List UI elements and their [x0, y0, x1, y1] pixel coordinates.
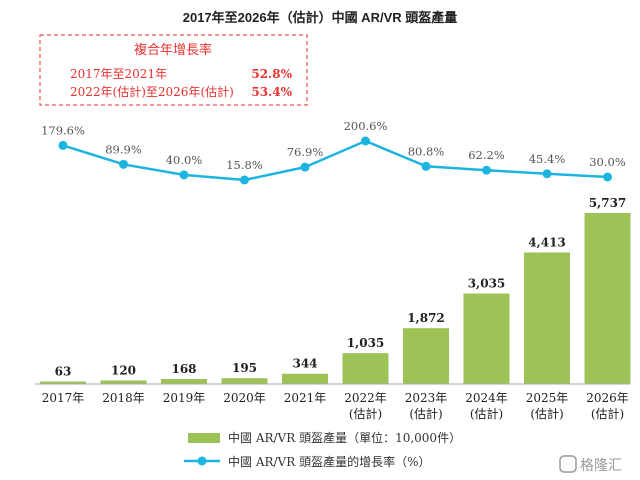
cagr-row-1-value: 52.8% — [251, 67, 292, 81]
x-tick-label-9: 2025年 — [526, 391, 569, 405]
legend-bar-label: 中國 AR/VR 頭盔產量（單位：10,000件） — [228, 430, 461, 445]
bar-value-label-2: 120 — [111, 363, 136, 377]
x-tick-label-10: 2026年 — [586, 391, 629, 405]
x-tick-label-5: 2021年 — [284, 391, 327, 405]
x-tick-label-6: 2022年 — [344, 391, 387, 405]
growth-rate-point-9 — [542, 169, 552, 179]
bar-value-label-7: 1,872 — [407, 311, 445, 325]
bar-value-label-1: 63 — [55, 365, 72, 379]
x-tick-label-4: 2020年 — [223, 391, 266, 405]
bar-value-label-5: 344 — [292, 357, 317, 371]
growth-rate-label-3: 40.0% — [166, 153, 203, 167]
cagr-title: 複合年增長率 — [134, 42, 212, 58]
watermark-text: 格隆汇 — [580, 457, 622, 473]
x-tick-label-3: 2019年 — [163, 391, 206, 405]
bar-value-label-6: 1,035 — [347, 336, 385, 350]
growth-rate-label-2: 89.9% — [105, 142, 142, 156]
chart-title: 2017年至2026年（估計）中國 AR/VR 頭盔產量 — [183, 10, 458, 25]
growth-rate-label-1: 179.6% — [41, 123, 85, 137]
bar-4 — [221, 378, 268, 384]
x-tick-label-1: 2017年 — [42, 391, 85, 405]
bar-5 — [282, 373, 328, 384]
cagr-row-2-value: 53.4% — [251, 85, 292, 99]
watermark: 格隆汇 — [559, 455, 622, 473]
legend-line-marker — [197, 456, 207, 466]
bar-2 — [100, 380, 147, 384]
growth-rate-point-10 — [603, 172, 612, 182]
x-tick-label-8: 2024年 — [465, 391, 508, 405]
production-series: 63 120 168 195 344 1,035 1,872 3,035 4,413 5,737 — [40, 196, 631, 384]
bar-8 — [463, 293, 510, 384]
growth-rate-label-10: 30.0% — [589, 155, 626, 169]
bar-value-label-9: 4,413 — [528, 235, 566, 249]
cagr-row-2-label: 2022年(估計)至2026年(估計) — [70, 84, 234, 99]
legend: 中國 AR/VR 頭盔產量（單位：10,000件） 中國 AR/VR 頭盔產量的… — [184, 430, 461, 469]
growth-rate-point-6 — [361, 136, 370, 146]
growth-rate-point-3 — [179, 170, 189, 180]
bar-10 — [584, 213, 631, 384]
legend-bar-swatch — [188, 433, 220, 443]
cagr-box-border — [39, 34, 308, 106]
growth-rate-point-8 — [482, 165, 491, 175]
growth-rate-label-5: 76.9% — [287, 145, 324, 159]
bar-value-label-8: 3,035 — [468, 277, 506, 291]
x-tick-label-10-sub: (估計) — [591, 406, 624, 421]
x-tick-label-2: 2018年 — [102, 391, 145, 405]
x-tick-label-7: 2023年 — [405, 391, 448, 405]
growth-rate-point-1 — [58, 140, 68, 150]
growth-rate-point-2 — [119, 159, 128, 169]
cagr-row-1-label: 2017年至2021年 — [70, 67, 167, 81]
x-tick-label-6-sub: (估計) — [349, 406, 382, 421]
growth-rate-label-7: 80.8% — [408, 144, 445, 158]
growth-rate-series: 179.6% 89.9% 40.0% 15.8% 76.9% 200.6% 80.8% 62.… — [41, 119, 626, 185]
growth-rate-line — [62, 139, 608, 182]
bar-7 — [403, 328, 449, 384]
x-tick-label-9-sub: (估計) — [530, 406, 563, 421]
growth-rate-point-4 — [240, 175, 249, 185]
bar-3 — [161, 378, 207, 384]
growth-rate-label-9: 45.4% — [529, 152, 566, 166]
bar-1 — [40, 381, 86, 384]
x-tick-label-8-sub: (估計) — [470, 406, 503, 421]
bar-6 — [342, 353, 389, 384]
growth-rate-label-6: 200.6% — [344, 119, 388, 133]
bar-9 — [524, 252, 570, 384]
growth-rate-point-5 — [300, 162, 310, 172]
growth-rate-point-7 — [421, 161, 431, 171]
bar-value-label-10: 5,737 — [589, 196, 627, 210]
growth-rate-label-8: 62.2% — [468, 148, 505, 162]
legend-line-label: 中國 AR/VR 頭盔產量的增長率（%） — [228, 454, 430, 469]
cagr-box: 複合年增長率 2017年至2021年 52.8% 2022年(估計)至2026年… — [39, 34, 308, 106]
bar-value-label-4: 195 — [232, 361, 257, 375]
growth-rate-label-4: 15.8% — [226, 158, 263, 172]
x-axis-ticks: 2017年 2018年 2019年 2020年 2021年 2022年(估計)2023年(… — [42, 391, 629, 421]
watermark-logo-icon — [559, 455, 577, 473]
x-tick-label-7-sub: (估計) — [409, 406, 442, 421]
bar-value-label-3: 168 — [171, 362, 196, 376]
